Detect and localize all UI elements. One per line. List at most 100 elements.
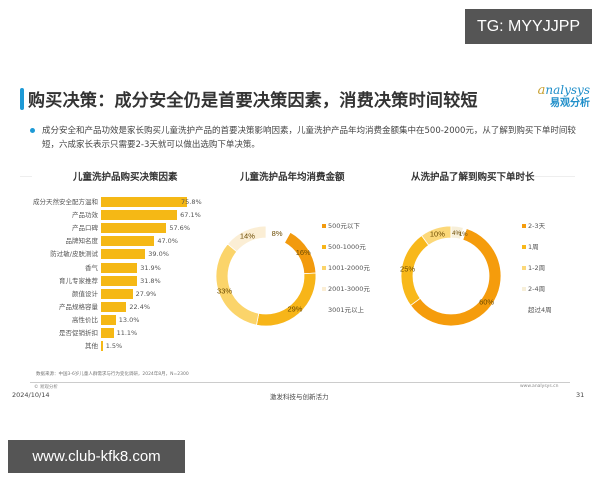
legend-item: 2001-3000元 [322,283,370,293]
legend-label: 1周 [528,243,539,251]
title-accent-bar [20,88,24,110]
logo-a-glyph: a [537,83,546,98]
bar [101,301,127,312]
bar-value-label: 22.4% [129,302,151,311]
bar-category-label: 育儿专家推荐 [59,276,98,285]
legend-item: 1周 [522,241,539,251]
bar [101,275,138,286]
bar-category-label: 成分天然安全配方温和 [33,198,98,206]
bar-value-label: 11.1% [116,329,138,337]
legend-label: 超过4周 [528,306,552,314]
logo-cn-text: 易观分析 [550,98,590,109]
donut-slice [255,272,317,327]
legend-label: 2-4周 [528,285,546,293]
donut-chart-decision-time: 60% 25% 10% 4%1% [400,225,502,327]
bar-category-label: 是否促销折扣 [59,329,98,337]
analysys-logo: analysys 易观分析 [530,84,590,110]
bar-row: 是否促销折扣 11.1% [20,328,220,338]
bar-category-label: 其他 [85,342,98,351]
legend-item: 2-4周 [522,283,545,293]
website-link[interactable]: www.analysys.cn [520,384,559,389]
bar-value-label: 57.6% [169,224,190,233]
legend-swatch-icon [522,266,526,270]
donut-slice [265,225,291,244]
bar-chart-title: 儿童洗护品购买决策因素 [73,172,178,183]
bar-value-label: 31.8% [140,276,161,285]
bar [101,314,116,325]
bar [101,236,155,247]
legend-label: 500元以下 [328,222,360,230]
bar-value-label: 1.5% [105,342,123,351]
bar-category-label: 高性价比 [72,315,98,324]
legend-label: 2001-3000元 [328,285,370,293]
donut-value-label: 14% [240,232,255,241]
bar [101,262,138,273]
watermark-top: TG: MYYJJPP [465,9,592,44]
summary-text: 成分安全和产品功效是家长购买儿童洗护产品的首要决策影响因素，儿童洗护产品年均消费… [42,126,576,150]
bar-row: 香气 31.9% [20,262,220,273]
bar-value-label: 27.9% [135,289,157,298]
donut-chart-spending: 16% 29% 33% 14% 8% [215,225,317,327]
donut-value-label: 8% [272,229,283,238]
bar-category-label: 防过敏/皮肤测试 [50,250,98,259]
bar-row: 防过敏/皮肤测试 39.0% [20,249,220,260]
bar-category-label: 产品功效 [72,211,98,220]
bar [101,249,146,260]
donut-value-label: 10% [430,230,445,239]
bar-value-label: 75.8% [181,198,202,206]
bar [101,341,103,352]
data-source-note: 数据来源：中国3-6岁儿童人群需求与行为变化调研，2024年8月，N=2300 [36,372,189,377]
donut1-chart-title: 儿童洗护品年均消费金额 [240,172,345,183]
bar-category-label: 香气 [85,263,98,272]
logo-en-text: nalysys [545,83,590,97]
legend-label: 3001元以上 [328,306,365,314]
bar [101,197,187,207]
bar-row: 品牌知名度 47.0% [20,236,220,247]
legend-item: 500-1000元 [322,241,366,251]
legend-swatch-icon [322,287,326,291]
legend-label: 1-2周 [528,264,546,272]
bar-category-label: 品牌知名度 [65,237,99,246]
divider [20,176,32,177]
donut-value-label: 25% [400,265,415,274]
bar [101,223,167,234]
donut-value-label: 33% [217,286,232,295]
legend-swatch-icon [322,224,326,228]
legend-swatch-icon [322,266,326,270]
donut-slice [215,243,260,326]
bar-row: 颜值设计 27.9% [20,288,220,299]
bar-row: 产品规格容量 22.4% [20,301,220,312]
bar [101,288,133,299]
copyright-text: © 易观分析 [34,385,58,390]
bar-value-label: 39.0% [148,250,169,259]
legend-item: 1-2周 [522,262,545,272]
legend-item: 3001元以上 [322,304,364,314]
bar [101,328,114,338]
legend-swatch-icon [522,287,526,291]
donut2-chart-title: 从洗护品了解到购买下单时长 [411,172,535,183]
legend-swatch-icon [322,308,326,312]
bar-category-label: 产品口碑 [72,224,98,233]
page-title: 购买决策：成分安全仍是首要决策因素，消费决策时间较短 [28,91,478,111]
bar [101,210,178,221]
bar-category-label: 产品规格容量 [59,302,98,311]
donut-value-label: 29% [287,305,302,314]
footer-slogan: 激发科技与创新活力 [270,393,329,401]
legend-item: 2-3天 [522,220,545,230]
legend-swatch-icon [522,224,526,228]
donut-value-label: 16% [296,248,311,257]
bullet-dot-icon [30,128,35,133]
donut-value-label: 60% [479,297,494,306]
legend-item: 500元以下 [322,220,360,230]
bar-row: 成分天然安全配方温和 75.8% [20,197,220,207]
legend-label: 1001-2000元 [328,264,370,272]
legend-label: 2-3天 [528,222,546,230]
bar-row: 其他 1.5% [20,341,220,352]
bar-value-label: 47.0% [157,237,178,246]
divider [535,176,575,177]
bar-row: 育儿专家推荐 31.8% [20,275,220,286]
bar-row: 产品口碑 57.6% [20,223,220,234]
bar-value-label: 13.0% [118,315,140,324]
page-number: 31 [576,391,585,399]
bar-value-label: 31.9% [140,263,161,272]
